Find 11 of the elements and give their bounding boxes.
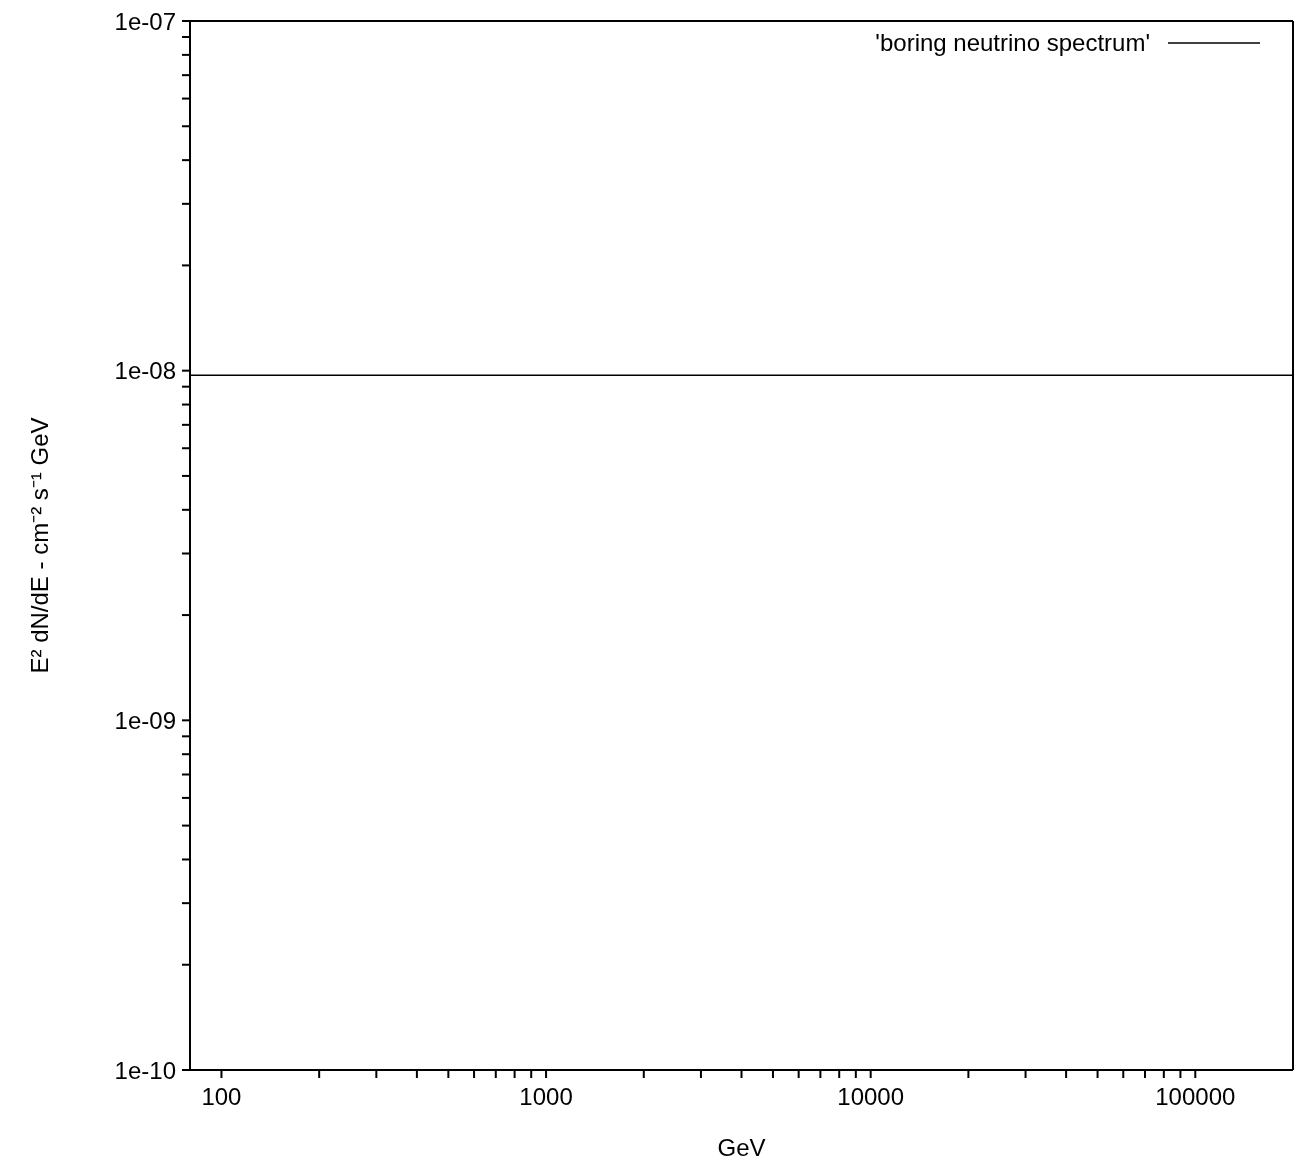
y-axis-title: E² dN/dE - cm⁻² s⁻¹ GeV xyxy=(26,417,53,674)
x-tick-label: 100000 xyxy=(1155,1083,1236,1111)
x-tick-label: 100 xyxy=(201,1083,242,1111)
y-tick-label: 1e-08 xyxy=(114,357,176,385)
x-axis-title: GeV xyxy=(717,1134,766,1161)
y-tick-label: 1e-09 xyxy=(114,706,176,734)
x-tick-label: 10000 xyxy=(837,1083,905,1111)
y-tick-label: 1e-10 xyxy=(114,1056,176,1084)
legend-label: 'boring neutrino spectrum' xyxy=(875,29,1150,57)
x-tick-label: 1000 xyxy=(519,1083,573,1111)
y-tick-label: 1e-07 xyxy=(114,7,176,35)
